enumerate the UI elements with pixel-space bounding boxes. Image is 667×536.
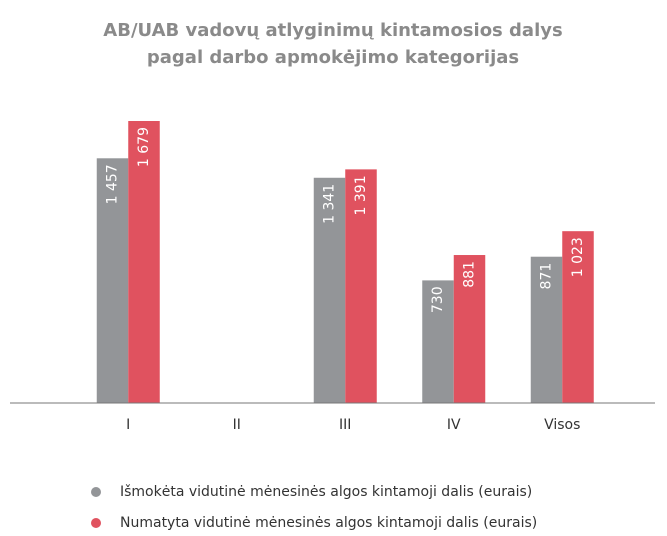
bar xyxy=(345,169,377,403)
legend-marker xyxy=(91,518,101,528)
x-tick-label: II xyxy=(233,417,241,433)
x-tick-label: IV xyxy=(447,417,461,433)
x-tick-label: III xyxy=(339,417,351,433)
data-label: 871 xyxy=(539,263,555,290)
data-label: 881 xyxy=(462,261,478,288)
chart-title: AB/UAB vadovų atlyginimų kintamosios dal… xyxy=(103,20,562,41)
legend-marker xyxy=(91,487,101,497)
data-label: 1 023 xyxy=(570,237,586,277)
data-label: 730 xyxy=(430,286,446,313)
bar xyxy=(128,121,160,403)
bar xyxy=(530,256,563,403)
bar xyxy=(562,231,594,403)
data-label: 1 341 xyxy=(322,184,338,224)
data-label: 1 391 xyxy=(353,175,369,215)
data-label: 1 457 xyxy=(105,164,121,204)
data-label: 1 679 xyxy=(136,127,152,167)
bar xyxy=(453,255,486,403)
x-tick-label: Visos xyxy=(544,417,580,433)
legend-label: Išmokėta vidutinė mėnesinės algos kintam… xyxy=(120,484,532,500)
bar xyxy=(422,280,454,403)
legend-label: Numatyta vidutinė mėnesinės algos kintam… xyxy=(120,515,537,531)
chart-title: pagal darbo apmokėjimo kategorijas xyxy=(147,47,519,68)
bar xyxy=(313,177,346,403)
bar xyxy=(96,158,129,403)
x-tick-label: I xyxy=(126,417,130,433)
